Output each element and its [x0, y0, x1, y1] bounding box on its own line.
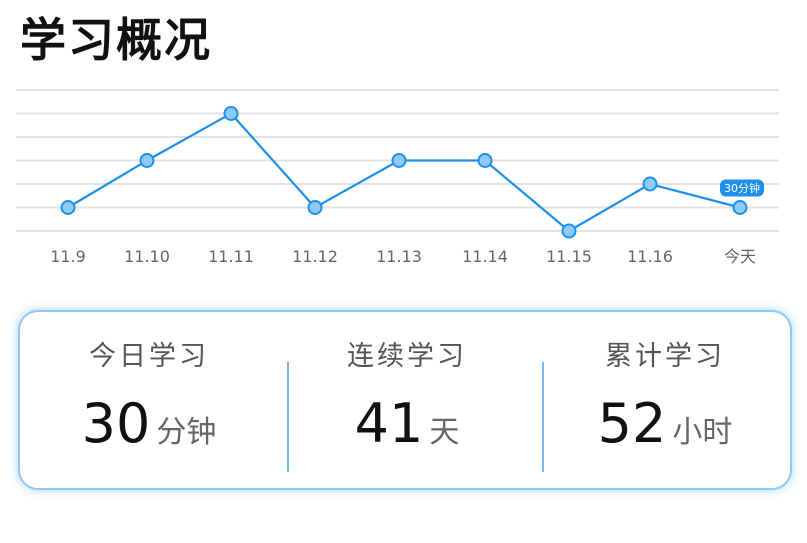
x-tick-label: 11.10	[124, 247, 170, 266]
stat-streak: 连续学习 41 天	[278, 312, 536, 488]
stat-streak-unit: 天	[429, 415, 460, 450]
x-tick-label: 11.13	[376, 247, 422, 266]
data-point	[60, 200, 76, 215]
x-tick-label: 11.12	[292, 247, 338, 266]
data-point	[561, 223, 577, 239]
stat-total-unit: 小时	[672, 415, 733, 450]
stat-today: 今日学习 30 分钟	[20, 312, 278, 488]
data-point	[223, 106, 239, 121]
stat-total-label: 累计学习	[605, 341, 725, 372]
data-point	[732, 200, 748, 215]
value-badge-label: 30分钟	[724, 181, 760, 195]
data-point	[477, 153, 493, 168]
stats-card: 今日学习 30 分钟 连续学习 41 天 累计学习 52 小时	[18, 310, 792, 490]
stat-streak-label: 连续学习	[347, 341, 467, 372]
line-chart: 11.9 11.10 11.11 11.12 11.13 11.14 11.15 11.16 今…	[16, 89, 779, 266]
x-tick-label: 11.16	[627, 247, 673, 266]
series-line	[67, 112, 741, 233]
data-point	[642, 176, 658, 192]
page-title: 学习概况	[20, 13, 212, 67]
data-point	[307, 200, 323, 215]
stat-total: 累计学习 52 小时	[536, 312, 794, 488]
x-tick-label: 11.14	[462, 247, 508, 266]
stat-total-value: 52	[597, 392, 667, 455]
stat-today-unit: 分钟	[156, 415, 217, 450]
stat-today-label: 今日学习	[89, 341, 209, 372]
data-point	[391, 153, 407, 168]
stat-streak-value: 41	[354, 392, 424, 455]
x-tick-label: 今天	[724, 247, 756, 266]
value-badge	[720, 179, 764, 197]
stat-today-value: 30	[81, 392, 151, 455]
x-tick-label: 11.15	[546, 247, 592, 266]
divider	[542, 362, 544, 472]
x-tick-label: 11.9	[50, 247, 86, 266]
x-tick-label: 11.11	[208, 247, 254, 266]
divider	[287, 362, 289, 472]
data-point	[139, 153, 155, 168]
